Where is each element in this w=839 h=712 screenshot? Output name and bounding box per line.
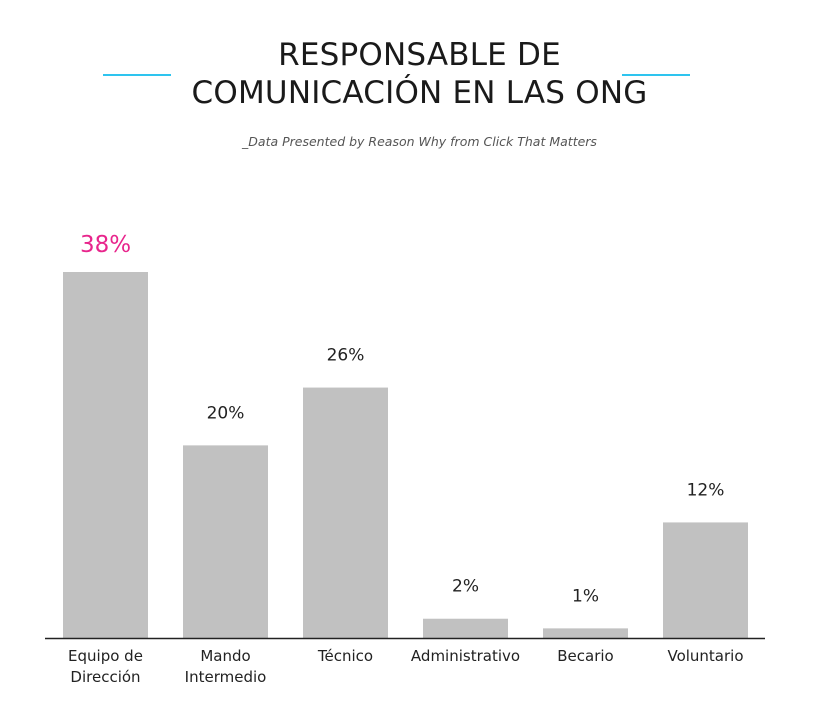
category-label-3-0: Administrativo [411, 647, 520, 665]
chart-subtitle: _Data Presented by Reason Why from Click… [242, 134, 597, 149]
category-label-0-1: Dirección [70, 668, 140, 686]
bar-2 [303, 387, 388, 638]
value-label-0: 38% [80, 232, 131, 258]
category-label-1-1: Intermedio [185, 668, 267, 686]
value-label-4: 1% [572, 586, 599, 606]
value-label-2: 26% [327, 346, 365, 366]
category-label-1-0: Mando [200, 647, 250, 665]
chart-title-line-1: RESPONSABLE DE [278, 37, 561, 73]
title-accent-line-left [103, 74, 171, 76]
title-accent-line-right [622, 74, 690, 76]
value-label-3: 2% [452, 577, 479, 597]
value-label-1: 20% [207, 403, 245, 423]
bar-0 [63, 272, 148, 638]
chart-title: RESPONSABLE DE COMUNICACIÓN EN LAS ONG [0, 36, 839, 112]
bar-1 [183, 445, 268, 638]
bar-3 [423, 618, 508, 638]
chart-title-line-2: COMUNICACIÓN EN LAS ONG [191, 75, 648, 111]
category-label-0-0: Equipo de [68, 647, 143, 665]
category-label-5-0: Voluntario [667, 647, 743, 665]
value-label-5: 12% [687, 480, 725, 500]
bar-4 [543, 628, 628, 638]
category-label-4-0: Becario [557, 647, 613, 665]
category-label-2-0: Técnico [317, 647, 373, 665]
bar-5 [663, 522, 748, 638]
